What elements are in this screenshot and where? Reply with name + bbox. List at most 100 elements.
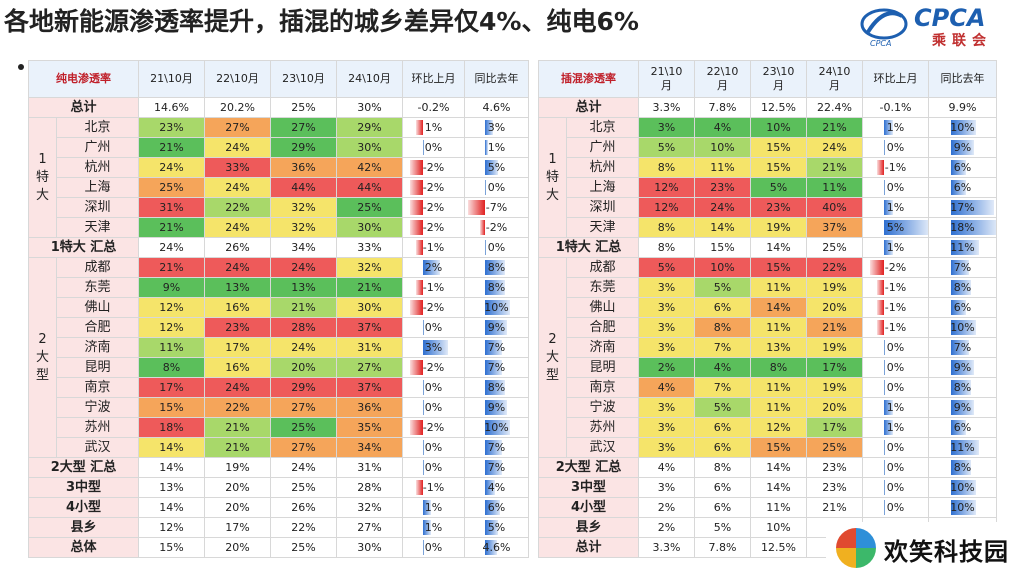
value-cell: 3% (638, 117, 695, 138)
value-cell: 25% (806, 437, 863, 458)
change-value: 0% (424, 141, 443, 154)
positive-bar (950, 220, 996, 235)
value-cell: 24% (204, 137, 271, 158)
zero-bar (485, 240, 487, 255)
value-cell: 10% (750, 517, 807, 538)
table-row: 1 特 大北京 3% 4% 10% 21% 1% 10% (538, 117, 997, 238)
row-label: 1特大 汇总 (538, 237, 639, 258)
value-cell: 24% (270, 257, 337, 278)
yoy-cell: 11% (928, 237, 997, 258)
mom-cell: -2% (402, 357, 465, 378)
city-label: 东莞 (566, 277, 639, 298)
positive-bar (422, 500, 432, 515)
value-cell: 25% (336, 197, 403, 218)
mom-cell: -1% (402, 237, 465, 258)
negative-bar (416, 480, 423, 495)
change-value: 5% (886, 221, 905, 234)
value-cell: 22.4% (806, 97, 863, 118)
change-value: 3% (487, 121, 506, 134)
value-cell: 25% (138, 177, 205, 198)
positive-bar (950, 320, 977, 335)
value-cell: 23% (138, 117, 205, 138)
change-value: 0% (886, 501, 905, 514)
yoy-cell: 8% (928, 377, 997, 398)
mom-cell: 1% (402, 497, 465, 518)
value-cell: 8% (138, 357, 205, 378)
city-label: 南京 (566, 377, 639, 398)
positive-bar (884, 200, 894, 215)
value-cell: 8% (638, 237, 695, 258)
positive-bar (485, 140, 488, 155)
negative-bar (480, 220, 486, 235)
change-value: -2% (422, 221, 445, 234)
change-value: 10% (484, 301, 509, 314)
value-cell: 9% (138, 277, 205, 298)
change-value: 9% (953, 401, 972, 414)
city-label: 广州 (566, 137, 639, 158)
value-cell: 3% (638, 477, 695, 498)
positive-bar (950, 500, 977, 515)
negative-bar (409, 180, 423, 195)
change-value: 1% (487, 141, 506, 154)
value-cell: 10% (694, 137, 751, 158)
mom-cell: -1% (862, 317, 929, 338)
positive-bar (950, 160, 967, 175)
value-cell: 11% (806, 177, 863, 198)
value-cell: 30% (336, 537, 403, 558)
yoy-cell: 10% (464, 297, 529, 318)
positive-bar (485, 420, 510, 435)
change-value: 1% (886, 401, 905, 414)
value-cell: 12% (138, 317, 205, 338)
value-cell: 21% (138, 217, 205, 238)
change-value: 7% (487, 361, 506, 374)
change-value: -0.1% (879, 101, 912, 114)
value-cell: 24% (204, 217, 271, 238)
column-header: 22\10月 (204, 60, 271, 98)
yoy-cell: 4.6% (464, 97, 529, 118)
change-value: 2% (424, 261, 443, 274)
change-value: 11% (950, 241, 975, 254)
value-cell: 21% (806, 497, 863, 518)
positive-bar (950, 340, 969, 355)
positive-bar (884, 220, 928, 235)
change-value: -2% (422, 421, 445, 434)
value-cell: 15% (694, 237, 751, 258)
value-cell: 25% (806, 237, 863, 258)
table-row: 苏州 3% 6% 12% 17% 1% 6% (539, 417, 997, 438)
change-value: 0% (886, 341, 905, 354)
city-label: 杭州 (566, 157, 639, 178)
zero-bar (422, 400, 424, 415)
table-row: 1特大 汇总 24% 26% 34% 33% -1% 0% (28, 237, 529, 258)
positive-bar (884, 240, 894, 255)
negative-bar (877, 280, 885, 295)
mom-cell: 1% (862, 417, 929, 438)
city-label: 深圳 (56, 197, 139, 218)
value-cell: 15% (750, 437, 807, 458)
yoy-cell: -2% (464, 217, 529, 238)
mom-cell: 0% (862, 357, 929, 378)
city-label: 苏州 (56, 417, 139, 438)
value-cell: 36% (336, 397, 403, 418)
change-value: 10% (950, 321, 975, 334)
zero-bar (422, 540, 424, 555)
mom-cell: 1% (862, 397, 929, 418)
table-row: 武汉 14% 21% 27% 34% 0% 7% (29, 437, 529, 458)
zero-bar (884, 180, 886, 195)
value-cell: 17% (204, 517, 271, 538)
positive-bar (485, 400, 508, 415)
column-header: 环比上月 (402, 60, 465, 98)
city-label: 广州 (56, 137, 139, 158)
value-cell: 8% (750, 357, 807, 378)
value-cell: 6% (694, 297, 751, 318)
positive-bar (950, 400, 974, 415)
mom-cell: 1% (862, 237, 929, 258)
negative-bar (409, 360, 423, 375)
mom-cell: 0% (402, 397, 465, 418)
positive-bar (485, 540, 497, 555)
zero-bar (884, 360, 886, 375)
value-cell: 7.8% (694, 97, 751, 118)
value-cell: 35% (336, 417, 403, 438)
yoy-cell: 8% (928, 277, 997, 298)
change-value: 0% (424, 401, 443, 414)
value-cell: 25% (270, 477, 337, 498)
